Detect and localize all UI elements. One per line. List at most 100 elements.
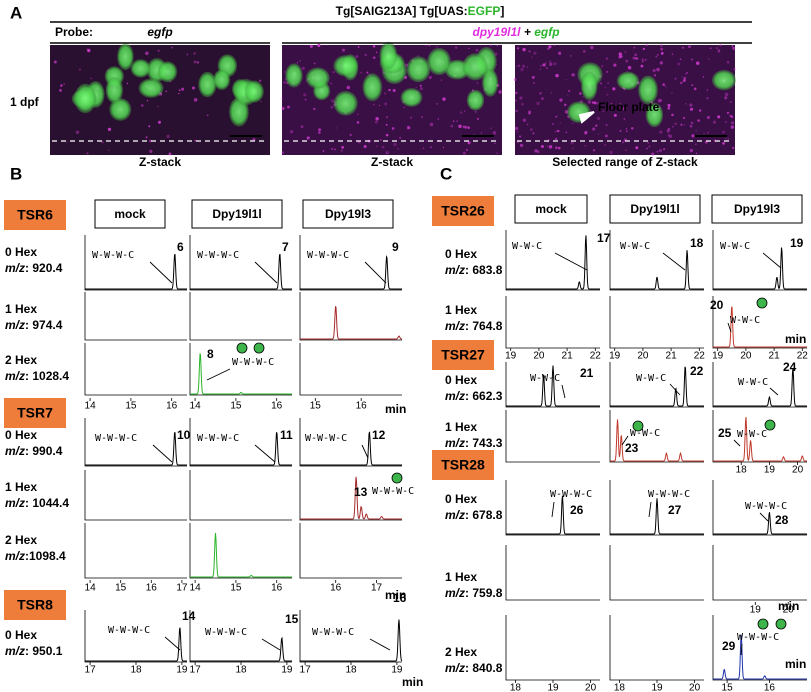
axes (189, 470, 292, 521)
rule (369, 638, 391, 651)
speckle (468, 47, 470, 50)
speckle (724, 92, 729, 97)
row-label: 1 dpf (10, 95, 40, 109)
axes (505, 230, 600, 291)
speckle (301, 66, 305, 70)
tick-label: 17 (371, 583, 383, 594)
mz-value: : 764.8 (465, 319, 503, 333)
tick-label: 22 (590, 351, 602, 362)
tick-label: 22 (797, 351, 809, 362)
speckle (107, 127, 112, 131)
speckle (593, 101, 597, 105)
peak-label: 22 (690, 364, 704, 378)
speckle (571, 73, 576, 77)
speckle (653, 74, 657, 77)
axes (712, 545, 807, 601)
tsr-label: TSR28 (441, 457, 485, 473)
cell (482, 68, 499, 97)
speckle (357, 46, 360, 48)
speckle (306, 136, 310, 140)
mz: m/z (5, 496, 25, 510)
speckle (459, 111, 463, 114)
speckle (385, 151, 389, 155)
speckle (545, 66, 548, 70)
speckle (171, 46, 173, 49)
speckle (498, 90, 502, 94)
axes (609, 615, 704, 681)
speckle (393, 142, 397, 147)
speckle (140, 104, 144, 107)
tick-label: 19 (281, 665, 293, 676)
speckle (357, 113, 359, 116)
speckle (516, 47, 520, 50)
speckle (674, 77, 677, 80)
speckle (385, 115, 389, 119)
tick-label: 17 (176, 583, 188, 594)
glycan: W-W-C (636, 373, 666, 384)
mz-label: m/z: 764.8 (445, 319, 503, 333)
mz-label: m/z: 683.8 (445, 263, 503, 277)
tsr-label: TSR7 (17, 405, 53, 421)
tsr-box (432, 340, 494, 370)
speckle (515, 99, 518, 102)
axes (189, 343, 292, 396)
speckle (360, 71, 363, 74)
rule (662, 252, 686, 271)
speckle (462, 151, 466, 155)
glycan: W-W-W-C (312, 627, 354, 638)
speckle (706, 89, 709, 91)
mz: m/z (445, 508, 465, 522)
probe-part: dpy19l1l (472, 25, 521, 39)
axes (299, 418, 402, 467)
mz-value: : 678.8 (465, 508, 503, 522)
speckle (454, 46, 458, 49)
speckle (541, 145, 544, 148)
speckle (148, 125, 151, 128)
cell (74, 83, 97, 114)
trace (190, 353, 292, 395)
speckle (590, 45, 594, 50)
speckle (166, 134, 170, 138)
speckle (374, 120, 378, 124)
speckle (521, 64, 526, 68)
speckle (601, 65, 604, 68)
speckle (584, 130, 588, 135)
tick-label: 17 (190, 665, 202, 676)
speckle (658, 149, 663, 153)
speckle (697, 119, 700, 122)
speckle (682, 79, 686, 82)
hex-label: 2 Hex (445, 645, 477, 659)
speckle (375, 117, 379, 121)
speckle (686, 72, 688, 74)
tsr-box (4, 200, 66, 230)
speckle (556, 129, 559, 133)
peak-label: 8 (207, 347, 214, 361)
speckle (300, 125, 304, 129)
speckle (667, 106, 671, 110)
mz-value: : 759.8 (465, 586, 503, 600)
speckle (522, 47, 526, 52)
speckle (157, 49, 160, 52)
hex-label: 1 Hex (445, 420, 477, 434)
trace (506, 235, 600, 290)
rule (554, 252, 588, 271)
mz: m/z (445, 586, 465, 600)
axes (609, 296, 704, 349)
speckle (681, 46, 685, 49)
speckle (436, 45, 438, 48)
speckle (549, 60, 552, 63)
speckle (532, 132, 535, 135)
peak-label: 7 (282, 240, 289, 254)
glycan: W-W-W-C (108, 625, 150, 636)
axes (609, 410, 704, 463)
speckle (689, 103, 693, 107)
hex-label: 0 Hex (445, 492, 477, 506)
speckle (165, 90, 167, 93)
mz-value: : 662.3 (465, 389, 503, 403)
caption: Z-stack (139, 155, 181, 169)
rule (149, 261, 173, 284)
speckle (722, 142, 725, 145)
speckle (554, 137, 558, 141)
trace (713, 367, 807, 407)
speckle (690, 121, 694, 125)
